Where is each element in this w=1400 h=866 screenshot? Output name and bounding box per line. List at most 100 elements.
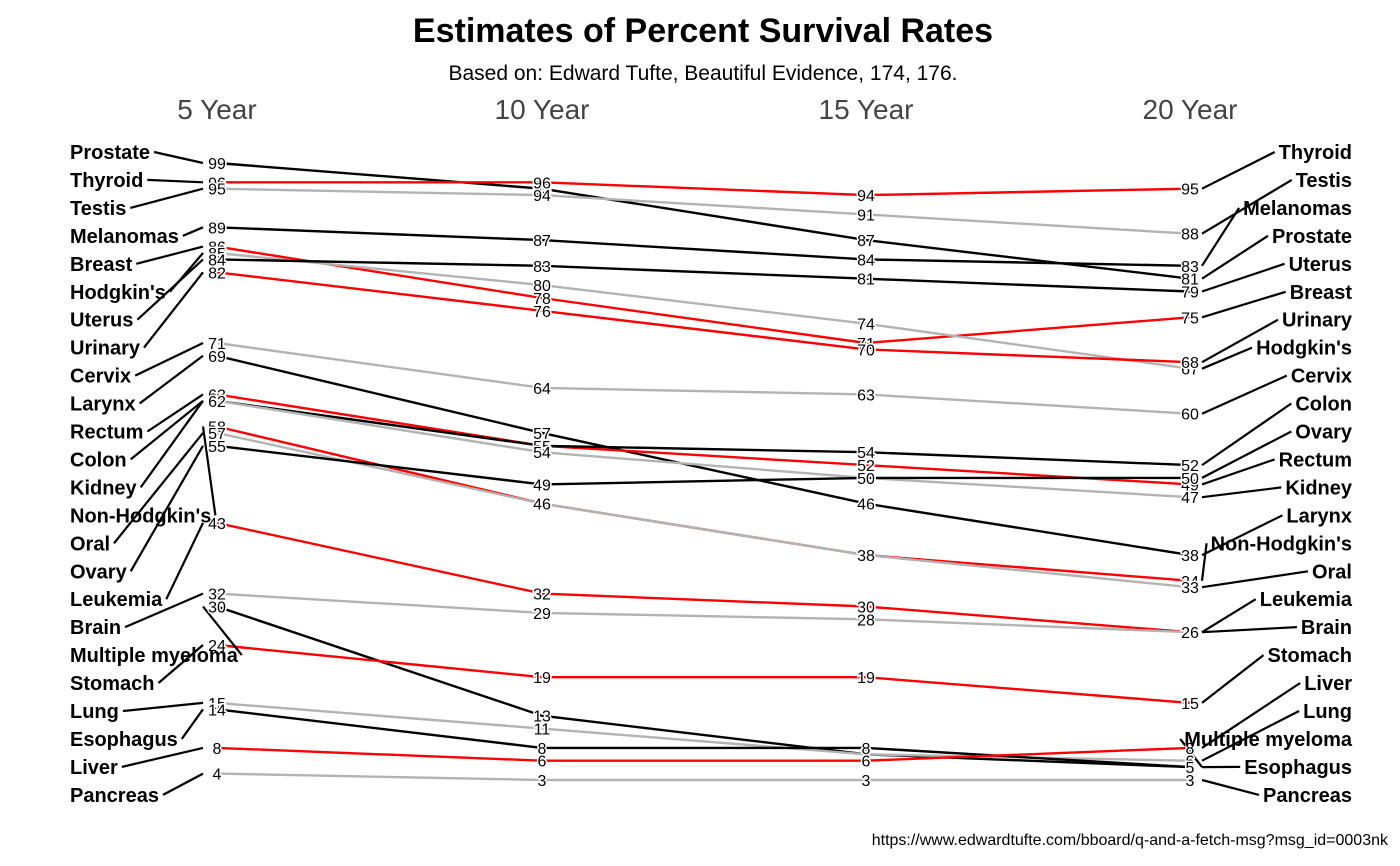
value-label-ovary-10-year: 49 [533, 477, 551, 494]
value-label-oral-10-year: 46 [533, 497, 551, 514]
right-label-pancreas: Pancreas [1263, 785, 1352, 807]
left-leader-larynx [138, 354, 204, 405]
right-leader-breast [1201, 290, 1287, 319]
value-label-larynx-15-year: 46 [857, 497, 875, 514]
value-label-lung-5-year: 15 [208, 696, 226, 713]
right-leader-kidney [1201, 486, 1282, 499]
value-label-testis-15-year: 91 [857, 207, 875, 224]
left-label-pancreas: Pancreas [70, 785, 159, 807]
value-label-liver-20-year: 8 [1186, 741, 1195, 758]
series-line-prostate [216, 161, 1191, 280]
left-leader-colon [130, 399, 204, 461]
series-line-pancreas [216, 772, 1190, 782]
left-label-kidney: Kidney [70, 477, 138, 499]
value-label-urinary-15-year: 70 [857, 342, 875, 359]
right-leader-non-hodgkin-s [1200, 543, 1208, 581]
left-label-uterus: Uterus [70, 310, 133, 332]
value-label-colon-10-year: 55 [533, 439, 551, 456]
left-leader-esophagus [180, 708, 204, 740]
right-label-kidney: Kidney [1285, 477, 1353, 499]
series-line-kidney [216, 399, 1191, 499]
value-label-pancreas-10-year: 3 [538, 773, 547, 790]
right-label-hodgkin-s: Hodgkin's [1256, 338, 1352, 360]
value-label-melanomas-20-year: 83 [1181, 259, 1199, 276]
right-leader-pancreas [1201, 778, 1260, 796]
value-label-urinary-20-year: 68 [1181, 355, 1199, 372]
left-leader-liver [121, 746, 204, 768]
value-label-breast-10-year: 78 [533, 291, 551, 308]
left-leader-leukemia [165, 522, 204, 600]
value-label-leukemia-10-year: 32 [533, 587, 551, 604]
right-label-melanomas: Melanomas [1243, 198, 1352, 220]
value-label-multiple-myeloma-15-year: 7 [862, 747, 871, 764]
series-line-uterus [216, 258, 1191, 293]
value-label-melanomas-15-year: 84 [857, 252, 875, 269]
value-label-lung-10-year: 11 [534, 722, 551, 739]
left-label-urinary: Urinary [70, 338, 141, 360]
right-label-cervix: Cervix [1291, 366, 1352, 388]
left-label-breast: Breast [70, 254, 133, 276]
series-line-ovary [216, 444, 1190, 486]
series-line-breast [216, 245, 1191, 345]
value-label-testis-5-year: 95 [208, 182, 226, 199]
right-label-oral: Oral [1312, 561, 1352, 583]
value-label-rectum-10-year: 55 [533, 439, 551, 456]
left-label-oral: Oral [70, 533, 110, 555]
value-label-stomach-10-year: 19 [533, 670, 551, 687]
right-leader-larynx [1201, 514, 1283, 557]
left-leader-rectum [146, 393, 204, 433]
right-label-colon: Colon [1295, 394, 1352, 416]
value-label-pancreas-5-year: 4 [213, 767, 222, 784]
value-label-multiple-myeloma-5-year: 30 [208, 600, 226, 617]
right-label-uterus: Uterus [1289, 254, 1352, 276]
column-header-10-year: 10 Year [495, 94, 590, 125]
value-label-cervix-5-year: 71 [208, 336, 226, 353]
right-label-larynx: Larynx [1286, 505, 1352, 527]
left-label-esophagus: Esophagus [70, 729, 178, 751]
value-label-larynx-10-year: 57 [533, 426, 551, 443]
value-label-ovary-5-year: 55 [208, 439, 226, 456]
right-label-stomach: Stomach [1268, 645, 1352, 667]
series-lines [216, 161, 1191, 782]
right-label-testis: Testis [1296, 170, 1352, 192]
left-label-larynx: Larynx [70, 394, 136, 416]
left-label-cervix: Cervix [70, 366, 131, 388]
series-line-liver [216, 746, 1191, 762]
left-leader-kidney [139, 400, 204, 489]
series-line-cervix [216, 341, 1191, 415]
left-label-non-hodgkin-s: Non-Hodgkin's [70, 505, 211, 527]
value-label-esophagus-5-year: 14 [208, 702, 226, 719]
right-label-leukemia: Leukemia [1260, 589, 1353, 611]
left-label-brain: Brain [70, 617, 121, 639]
left-leader-stomach [157, 644, 204, 684]
value-label-stomach-20-year: 15 [1181, 696, 1199, 713]
chart-title: Estimates of Percent Survival Rates [413, 12, 993, 50]
value-label-non-hodgkin-s-20-year: 34 [1181, 574, 1199, 591]
right-leader-liver [1201, 682, 1301, 749]
series-line-oral [216, 431, 1191, 589]
left-label-colon: Colon [70, 449, 127, 471]
right-label-lung: Lung [1303, 701, 1352, 723]
right-leader-cervix [1201, 374, 1288, 415]
column-header-5-year: 5 Year [177, 94, 256, 125]
value-label-uterus-5-year: 84 [208, 252, 226, 269]
left-label-melanomas: Melanomas [70, 226, 179, 248]
left-leader-thyroid [147, 178, 204, 184]
left-label-lung: Lung [70, 701, 119, 723]
value-label-cervix-20-year: 60 [1181, 407, 1199, 424]
right-label-urinary: Urinary [1282, 310, 1353, 332]
value-label-non-hodgkin-s-10-year: 46 [533, 497, 551, 514]
left-label-thyroid: Thyroid [70, 170, 143, 192]
value-label-ovary-15-year: 50 [857, 471, 875, 488]
right-leader-melanomas [1201, 207, 1241, 267]
value-label-melanomas-10-year: 87 [533, 233, 551, 250]
left-label-hodgkin-s: Hodgkin's [70, 282, 166, 304]
column-header-20-year: 20 Year [1143, 94, 1238, 125]
column-header-15-year: 15 Year [819, 94, 914, 125]
left-leader-brain [124, 592, 204, 629]
right-label-non-hodgkin-s: Non-Hodgkin's [1211, 533, 1352, 555]
right-leader-oral [1201, 570, 1309, 589]
value-label-urinary-10-year: 76 [533, 304, 551, 321]
right-label-esophagus: Esophagus [1244, 757, 1352, 779]
right-leader-leukemia [1201, 598, 1257, 634]
